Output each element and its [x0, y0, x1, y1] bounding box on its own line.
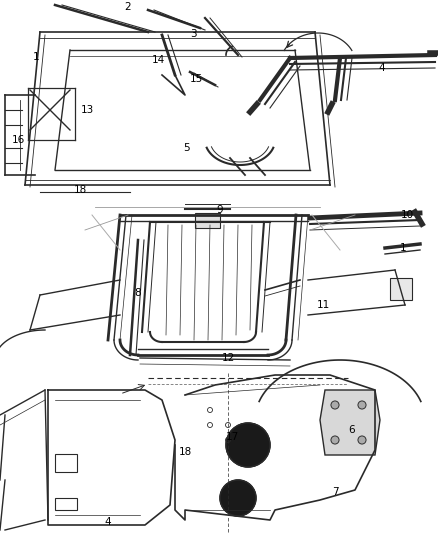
Circle shape	[331, 436, 339, 444]
Text: 17: 17	[226, 432, 239, 442]
Text: 1: 1	[400, 243, 406, 253]
Circle shape	[358, 401, 366, 409]
Text: 15: 15	[189, 74, 203, 84]
FancyBboxPatch shape	[195, 213, 220, 228]
Text: 14: 14	[152, 55, 165, 65]
Text: 2: 2	[125, 2, 131, 12]
Circle shape	[331, 401, 339, 409]
Text: 3: 3	[190, 29, 196, 39]
Text: 5: 5	[183, 143, 189, 153]
Circle shape	[358, 436, 366, 444]
Text: 10: 10	[400, 210, 413, 220]
Text: 4: 4	[379, 63, 385, 73]
Text: 11: 11	[316, 300, 330, 310]
Text: 4: 4	[105, 517, 111, 527]
Text: 8: 8	[135, 288, 141, 298]
Text: 9: 9	[217, 205, 223, 215]
Text: 18: 18	[74, 185, 87, 195]
Text: 16: 16	[11, 135, 25, 145]
Circle shape	[226, 423, 270, 467]
Text: 12: 12	[221, 353, 235, 363]
Circle shape	[220, 480, 256, 516]
Text: 6: 6	[349, 425, 355, 435]
Text: 13: 13	[81, 105, 94, 115]
Text: 18: 18	[178, 447, 192, 457]
Text: 7: 7	[332, 487, 338, 497]
Text: 1: 1	[33, 52, 39, 62]
Polygon shape	[320, 390, 380, 455]
FancyBboxPatch shape	[390, 278, 412, 300]
